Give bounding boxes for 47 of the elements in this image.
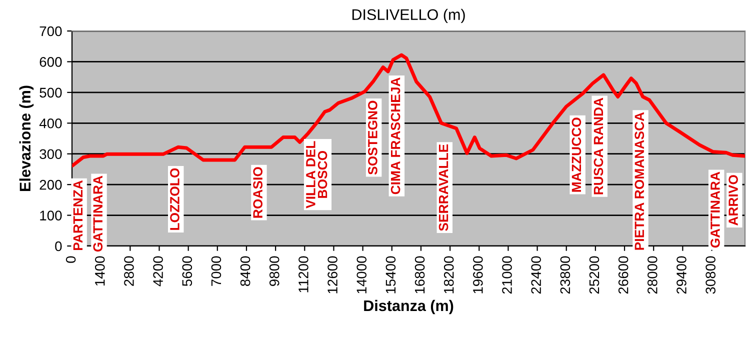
- annotation: SERRAVALLE: [438, 144, 448, 231]
- annotation: CIMA FRASCHEJA: [390, 78, 400, 194]
- x-tick-label: 9800: [269, 256, 280, 286]
- x-tick-label: 28000: [648, 256, 658, 294]
- x-tick-label: 0: [66, 256, 76, 263]
- x-tick-label: 22400: [531, 256, 542, 294]
- annotation: GATTINARA: [93, 176, 103, 252]
- x-tick-label: 15400: [386, 256, 396, 294]
- annotation: ARRIVO: [728, 175, 738, 226]
- y-axis-title: Elevazione (m): [19, 86, 34, 191]
- y-tick-label: 400: [39, 118, 62, 128]
- x-tick-label: 14000: [356, 256, 367, 294]
- x-tick-label: 7000: [211, 256, 222, 286]
- x-tick-label: 19600: [473, 256, 483, 294]
- x-tick-label: 12600: [328, 256, 338, 294]
- x-tick-label: 26600: [618, 256, 628, 294]
- x-tick-label: 2800: [124, 256, 134, 286]
- y-tick-label: 300: [40, 149, 62, 160]
- x-tick-label: 5600: [182, 256, 192, 286]
- annotation: GATTINARA: [710, 172, 720, 248]
- x-tick-label: 30800: [706, 256, 716, 294]
- y-tick-label: 0: [55, 241, 62, 252]
- x-tick-label: 25200: [589, 256, 600, 294]
- annotation: PARTENZA: [73, 180, 82, 250]
- y-tick-label: 500: [40, 88, 62, 98]
- x-tick-label: 21000: [502, 256, 512, 294]
- y-tick-label: 600: [40, 57, 62, 67]
- annotation: LOZZOLO: [170, 168, 180, 230]
- annotation: PIETRA ROMANASCA: [634, 112, 644, 250]
- x-tick-label: 8400: [240, 256, 250, 286]
- x-tick-label: 1400: [94, 256, 105, 286]
- y-tick-label: 200: [40, 180, 62, 190]
- chart-title: DISLIVELLO (m): [352, 8, 465, 24]
- x-tick-label: 23800: [560, 256, 570, 294]
- x-tick-label: 11200: [298, 256, 308, 292]
- annotation: ROASIO: [253, 167, 262, 218]
- x-tick-label: 16800: [414, 256, 425, 294]
- annotation: MAZZUCCO: [572, 118, 582, 192]
- x-tick-label: 4200: [153, 256, 163, 286]
- x-tick-label: 29400: [676, 256, 686, 294]
- x-axis-title: Distanza (m): [364, 300, 454, 314]
- annotation: VILLA DEL BOSCO: [306, 141, 328, 208]
- x-tick-label: 18200: [444, 256, 454, 294]
- annotation: SOSTEGNO: [368, 100, 378, 175]
- annotation: RUSCA RANDA: [594, 98, 604, 194]
- y-tick-label: 100: [40, 210, 62, 220]
- y-tick-label: 700: [40, 26, 62, 36]
